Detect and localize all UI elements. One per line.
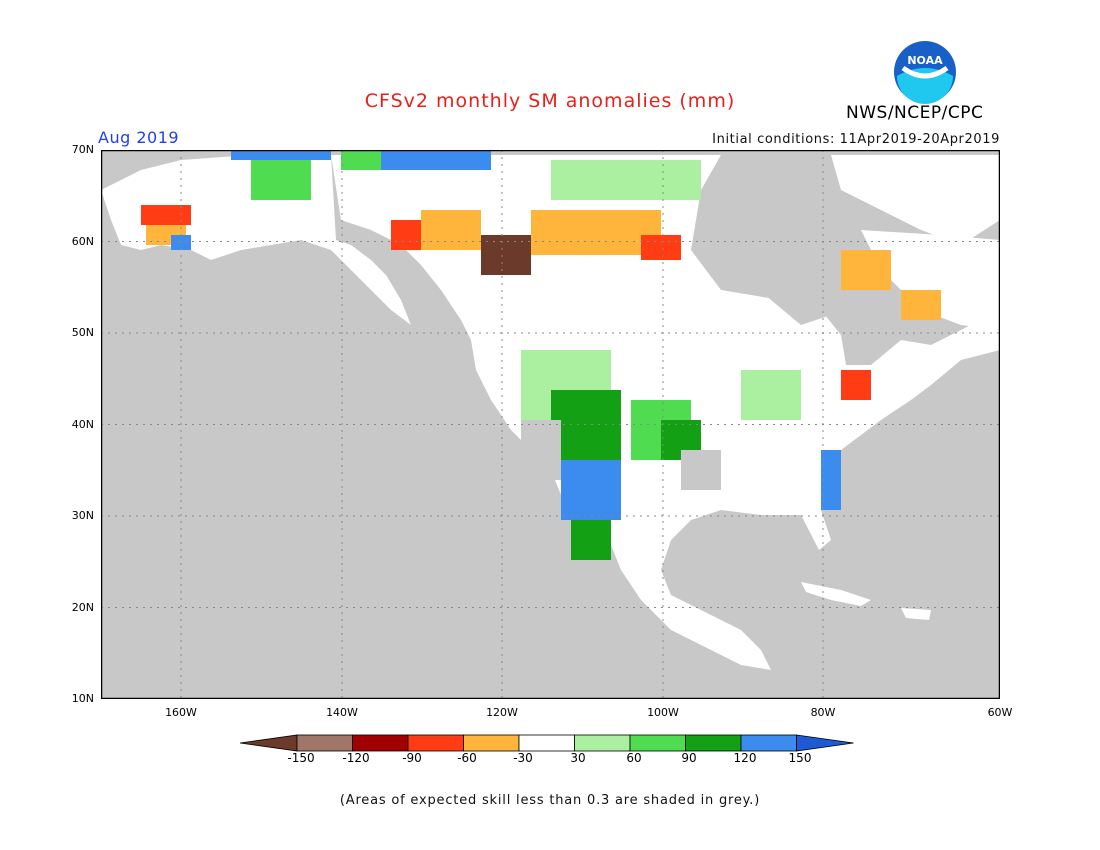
lon-label: 120W <box>486 706 518 719</box>
skill-footnote: (Areas of expected skill less than 0.3 a… <box>339 793 761 808</box>
land-cuba <box>801 582 871 606</box>
lat-label: 70N <box>71 143 94 156</box>
land-labrador <box>861 230 1000 330</box>
valid-month: Aug 2019 <box>98 128 180 147</box>
lon-label: 80W <box>810 706 836 719</box>
colorbar-swatch <box>740 734 797 752</box>
lat-label: 30N <box>71 509 94 522</box>
colorbar-label: -30 <box>513 751 533 765</box>
colorbar <box>240 734 854 752</box>
land-arctic-islands <box>831 155 1000 245</box>
colorbar-label: -150 <box>287 751 315 765</box>
gridlines <box>101 150 1000 699</box>
lon-label: 100W <box>647 706 679 719</box>
colorbar-label: -120 <box>342 751 370 765</box>
lat-label: 60N <box>71 235 94 248</box>
colorbar-label: 90 <box>681 751 697 765</box>
colorbar-arrow-low <box>240 734 298 752</box>
colorbar-label: 30 <box>570 751 586 765</box>
chart-title: CFSv2 monthly SM anomalies (mm) <box>364 90 736 112</box>
land-hispaniola <box>901 608 931 620</box>
land-alaska <box>101 155 411 325</box>
soil-moisture-map <box>101 150 1000 699</box>
colorbar-label: 60 <box>626 751 642 765</box>
colorbar-label: 120 <box>733 751 757 765</box>
colorbar-swatch <box>518 734 575 752</box>
noaa-logo-icon: NOAA <box>894 41 956 104</box>
agency-label: NWS/NCEP/CPC <box>846 103 984 123</box>
lon-label: 160W <box>165 706 197 719</box>
colorbar-swatch <box>463 734 520 752</box>
hudson-bay <box>711 210 851 325</box>
colorbar-arrow-high <box>796 734 854 752</box>
colorbar-swatch <box>296 734 353 752</box>
colorbar-swatch <box>352 734 409 752</box>
initial-conditions: Initial conditions: 11Apr2019-20Apr2019 <box>712 132 1000 147</box>
lon-label: 60W <box>987 706 1013 719</box>
lat-label: 50N <box>71 326 94 339</box>
lat-label: 20N <box>71 601 94 614</box>
colorbar-swatch <box>685 734 742 752</box>
colorbar-label: -60 <box>457 751 477 765</box>
lon-label: 140W <box>326 706 358 719</box>
colorbar-label: -90 <box>402 751 422 765</box>
colorbar-swatch <box>407 734 464 752</box>
lat-label: 10N <box>71 692 94 705</box>
colorbar-swatch <box>574 734 631 752</box>
colorbar-label: 150 <box>788 751 812 765</box>
noaa-logo-text: NOAA <box>907 54 943 67</box>
colorbar-swatch <box>629 734 686 752</box>
anomaly-patches <box>141 150 941 560</box>
map-frame <box>101 150 1000 699</box>
lat-label: 40N <box>71 418 94 431</box>
